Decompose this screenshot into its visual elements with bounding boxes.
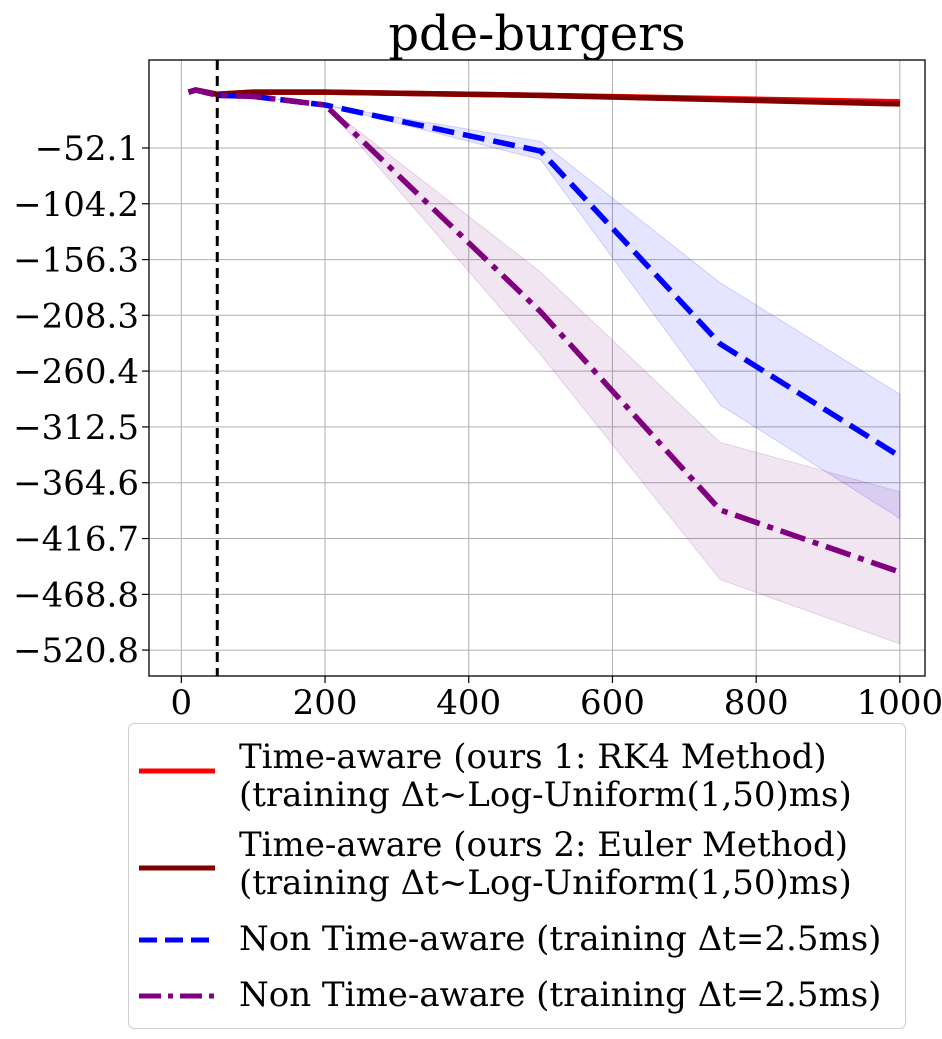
y-tick-label: −104.2 xyxy=(13,185,139,225)
legend-label-euler-line2: (training Δt~Log-Uniform(1,50)ms) xyxy=(239,863,852,903)
x-tick-label: 1000 xyxy=(857,683,942,723)
series-line-3 xyxy=(187,87,901,575)
legend-swatch-blue-dashed xyxy=(139,937,215,943)
gridlines xyxy=(149,60,925,676)
series-lines xyxy=(187,87,902,575)
y-tick-label: −208.3 xyxy=(13,296,139,336)
confidence-bands xyxy=(188,89,901,645)
legend-label-purple: Non Time-aware (training Δt=2.5ms) xyxy=(239,975,882,1015)
legend-label-euler-line1: Time-aware (ours 2: Euler Method) xyxy=(239,825,849,865)
legend-swatch-purple-dashdot xyxy=(139,993,215,999)
x-tick-label: 800 xyxy=(724,683,789,723)
y-tick-label: −260.4 xyxy=(13,352,139,392)
x-axis-ticks: 0 200 400 600 800 1000 xyxy=(171,676,942,723)
x-tick-label: 0 xyxy=(171,683,193,723)
legend-swatch-euler xyxy=(139,865,215,871)
y-tick-label: −468.8 xyxy=(13,575,139,615)
x-tick-label: 400 xyxy=(436,683,501,723)
legend-label-blue: Non Time-aware (training Δt=2.5ms) xyxy=(239,919,882,959)
y-tick-label: −312.5 xyxy=(13,408,139,448)
y-tick-label: −52.1 xyxy=(35,129,139,169)
chart-title: pde-burgers xyxy=(388,6,685,62)
legend-label-rk4-line1: Time-aware (ours 1: RK4 Method) xyxy=(239,737,827,777)
plot-frame xyxy=(148,59,926,677)
y-tick-label: −156.3 xyxy=(13,241,139,281)
y-tick-label: −364.6 xyxy=(13,464,139,504)
x-tick-label: 200 xyxy=(293,683,358,723)
y-axis-ticks: −52.1 −104.2 −156.3 −208.3 −260.4 −312.5 −364.… xyxy=(13,129,149,671)
y-tick-label: −416.7 xyxy=(13,520,139,560)
legend-swatch-rk4 xyxy=(139,768,215,774)
y-tick-label: −520.8 xyxy=(13,631,139,671)
legend: Time-aware (ours 1: RK4 Method) (trainin… xyxy=(128,723,906,1029)
x-tick-label: 600 xyxy=(580,683,645,723)
legend-label-rk4-line2: (training Δt~Log-Uniform(1,50)ms) xyxy=(239,775,852,815)
